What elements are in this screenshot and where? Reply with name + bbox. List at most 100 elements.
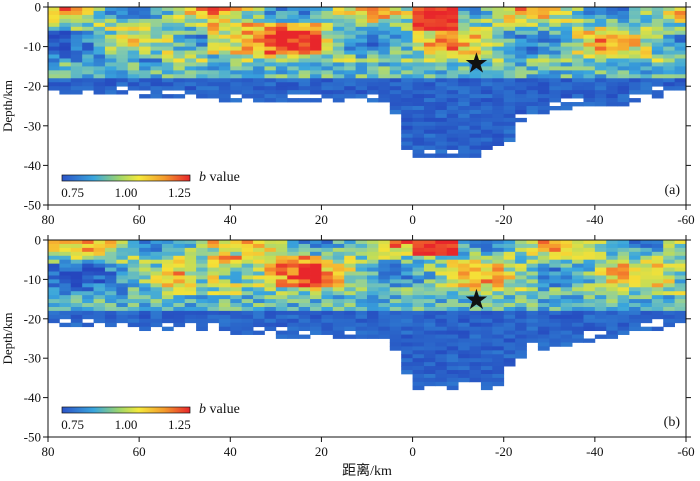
heatmap-cell <box>412 318 425 324</box>
heatmap-cell <box>617 10 630 16</box>
heatmap-cell <box>583 50 596 55</box>
heatmap-cell <box>492 7 505 12</box>
heatmap-cell <box>275 310 288 316</box>
heatmap-cell <box>640 291 653 296</box>
heatmap-cell <box>572 38 584 44</box>
x-tick-label: 40 <box>224 444 237 459</box>
heatmap-cell <box>230 50 243 55</box>
heatmap-cell <box>116 18 129 24</box>
heatmap-cell <box>287 34 300 40</box>
heatmap-cell <box>515 334 527 339</box>
heatmap-cell <box>196 287 208 292</box>
heatmap-cell <box>287 82 300 87</box>
heatmap-cell <box>150 255 163 261</box>
heatmap-cell <box>218 267 231 272</box>
heatmap-cell <box>651 303 664 308</box>
heatmap-cell <box>139 38 151 44</box>
heatmap-cell <box>572 334 584 339</box>
heatmap-cell <box>298 303 311 308</box>
heatmap-cell <box>674 247 687 253</box>
heatmap-cell <box>150 46 163 51</box>
heatmap-cell <box>617 259 630 265</box>
heatmap-cell <box>503 243 516 249</box>
heatmap-cell <box>401 338 413 343</box>
heatmap-cell <box>150 303 163 308</box>
heatmap-cell <box>515 70 527 75</box>
heatmap-cell <box>150 94 163 99</box>
heatmap-cell <box>469 243 482 249</box>
heatmap-cell <box>560 299 573 304</box>
heatmap-cell <box>606 46 619 51</box>
heatmap-cell <box>218 22 231 28</box>
heatmap-cell <box>629 26 641 32</box>
star-marker-a: ★ <box>464 48 489 79</box>
heatmap-cell <box>264 279 277 284</box>
heatmap-cell <box>253 322 265 328</box>
heatmap-cell <box>218 7 231 12</box>
heatmap-cell <box>492 129 505 135</box>
heatmap-cell <box>446 7 459 12</box>
heatmap-cell <box>207 30 220 36</box>
heatmap-cell <box>515 346 527 351</box>
heatmap-cell <box>458 94 470 99</box>
heatmap-cell <box>446 314 459 320</box>
heatmap-cell <box>469 330 482 335</box>
heatmap-cell <box>446 133 459 139</box>
plot-frame-b <box>47 239 687 438</box>
heatmap-cell <box>617 86 630 91</box>
heatmap-cell <box>184 310 197 316</box>
heatmap-cell <box>663 251 675 257</box>
heatmap-cell <box>344 310 356 316</box>
heatmap-cell <box>401 50 413 55</box>
heatmap-cell <box>241 283 254 288</box>
heatmap-cell <box>526 306 539 312</box>
heatmap-cell <box>617 34 630 40</box>
heatmap-cell <box>93 58 106 63</box>
heatmap-cell <box>173 74 186 79</box>
heatmap-cell <box>241 7 254 12</box>
heatmap-cell <box>515 314 527 320</box>
heatmap-cell <box>332 58 345 63</box>
heatmap-cell <box>458 145 470 150</box>
heatmap-cell <box>412 74 425 79</box>
heatmap-cell <box>435 326 448 332</box>
heatmap-cell <box>435 42 448 47</box>
heatmap-cell <box>116 240 129 245</box>
heatmap-cell <box>59 70 72 75</box>
heatmap-cell <box>253 306 265 312</box>
heatmap-cell <box>435 373 448 379</box>
heatmap-cell <box>594 295 607 300</box>
heatmap-cell <box>469 362 482 367</box>
heatmap-cell <box>230 54 243 59</box>
heatmap-cell <box>184 240 197 245</box>
heatmap-cell <box>389 275 402 280</box>
heatmap-cell <box>537 26 550 32</box>
heatmap-cell <box>640 326 653 332</box>
heatmap-cell <box>503 54 516 59</box>
heatmap-cell <box>332 90 345 95</box>
heatmap-cell <box>218 54 231 59</box>
heatmap-cell <box>196 74 208 79</box>
heatmap-cell <box>218 247 231 253</box>
heatmap-cell <box>412 62 425 67</box>
heatmap-cell <box>298 86 311 91</box>
heatmap-cell <box>663 283 675 288</box>
heatmap-cell <box>594 247 607 253</box>
heatmap-cell <box>480 78 493 83</box>
heatmap-cell <box>435 149 448 154</box>
heatmap-cell <box>253 243 265 249</box>
heatmap-cell <box>629 38 641 44</box>
heatmap-cell <box>423 78 436 83</box>
heatmap-cell <box>503 322 516 328</box>
heatmap-cell <box>469 46 482 51</box>
heatmap-cell <box>629 86 641 91</box>
plot-frame-a <box>47 6 687 206</box>
heatmap-cell <box>537 14 550 20</box>
heatmap-cell <box>93 26 106 32</box>
heatmap-cell <box>321 18 334 24</box>
axis-ticks-b: 80 60 40 20 0 -20 -40 -600-10-20-30-40-50 <box>24 233 695 460</box>
heatmap-cell <box>526 263 539 268</box>
heatmap-cell <box>412 102 425 107</box>
heatmap-cell <box>332 50 345 55</box>
heatmap-cell <box>389 18 402 24</box>
